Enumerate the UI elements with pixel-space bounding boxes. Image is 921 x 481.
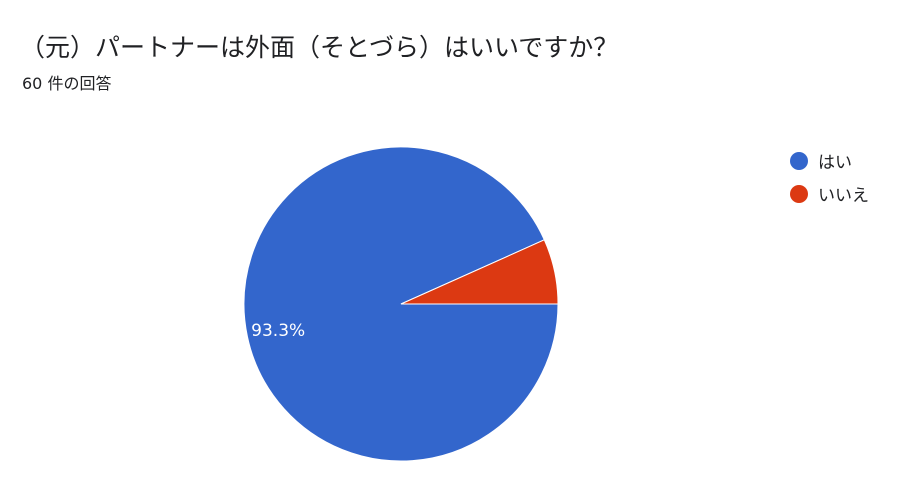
legend-swatch-yes bbox=[790, 151, 808, 170]
legend-swatch-no bbox=[790, 184, 808, 203]
legend-item-no: いいえ bbox=[790, 181, 869, 206]
response-count: 60 件の回答 bbox=[22, 74, 112, 93]
legend-label-yes: はい bbox=[818, 153, 852, 173]
data-label-yes: 93.3% bbox=[251, 321, 305, 341]
legend-label-no: いいえ bbox=[818, 186, 869, 206]
legend-item-yes: はい bbox=[790, 148, 852, 173]
pie-slice-no bbox=[400, 239, 559, 305]
chart-title: （元）パートナーは外面（そとづら）はいいですか？ bbox=[20, 33, 619, 62]
